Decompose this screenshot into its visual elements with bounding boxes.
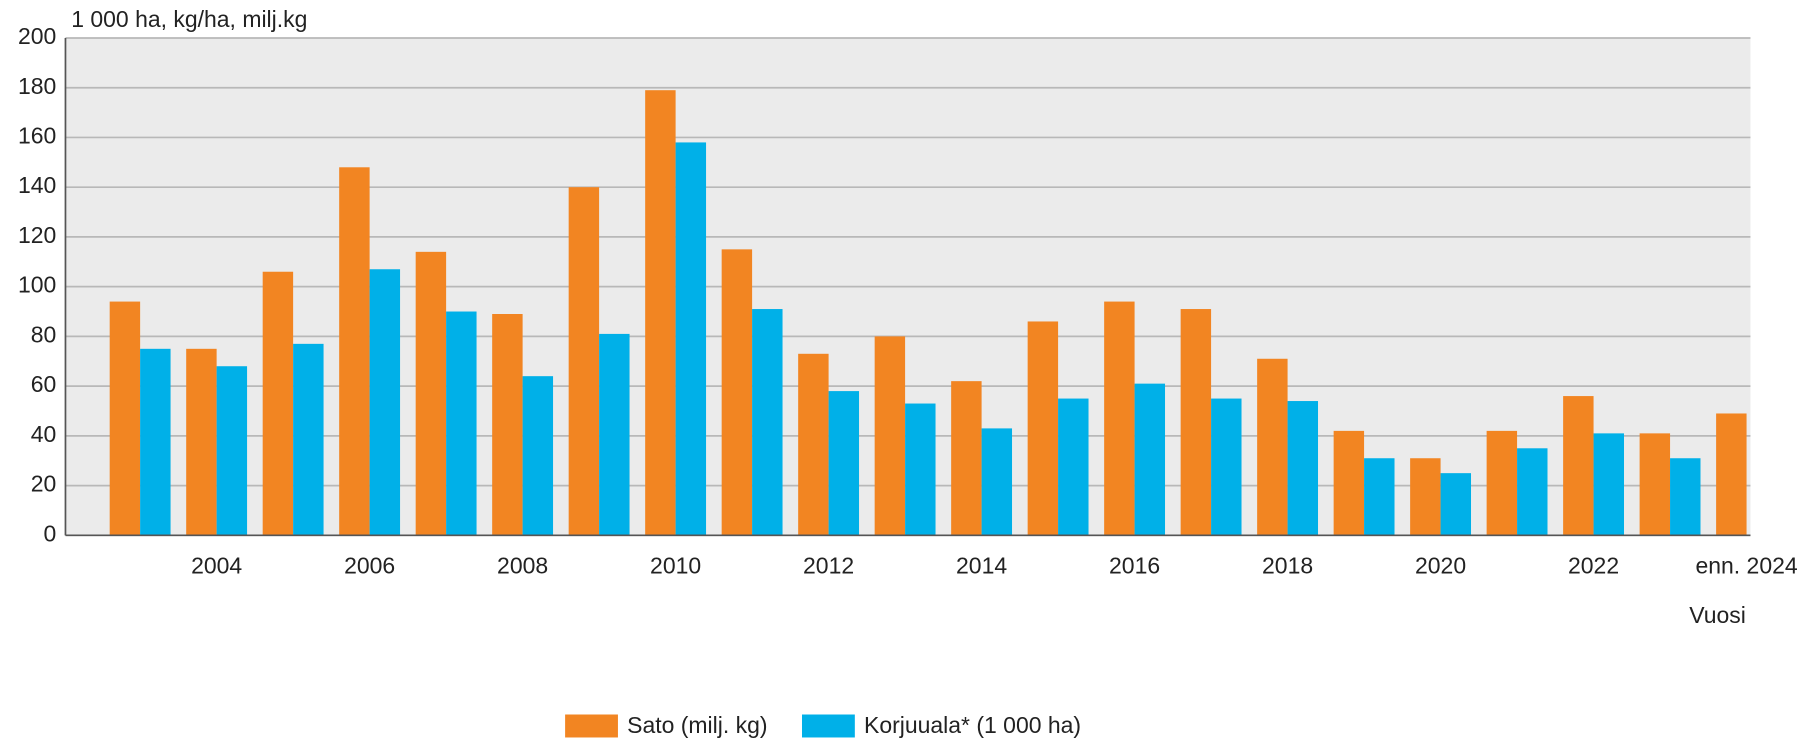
legend-label: Korjuuala* (1 000 ha) [864,712,1081,738]
bar [109,301,141,536]
bar [721,249,753,536]
bar [1410,458,1441,536]
y-tick-label: 80 [31,321,57,347]
bar [599,333,630,536]
bar [1104,301,1135,536]
bar [1639,433,1671,536]
bar [1134,383,1166,536]
x-tick-label: 2014 [956,553,1007,579]
bar [568,187,600,536]
bar [798,353,829,536]
bar [186,348,217,536]
bar [752,309,783,536]
y-axis-title: 1 000 ha, kg/ha, milj.kg [71,6,307,32]
y-tick-label: 120 [18,222,56,248]
x-axis-title: Vuosi [1689,602,1746,628]
bar [981,428,1013,536]
bar [1593,433,1625,536]
bar [1670,458,1701,536]
y-tick-label: 40 [31,421,57,447]
y-tick-label: 140 [18,172,56,198]
bar [1058,398,1089,536]
bar [216,366,248,536]
x-tick-label: 2016 [1109,553,1160,579]
bar [645,90,676,536]
y-tick-label: 160 [18,123,56,149]
bar [905,403,936,536]
legend-label: Sato (milj. kg) [627,712,767,738]
x-tick-label: 2018 [1262,553,1313,579]
bar [874,336,906,536]
x-tick-label: 2012 [803,553,854,579]
y-tick-label: 20 [31,471,57,497]
bar [1716,413,1747,536]
bar [293,343,324,536]
y-tick-label: 180 [18,73,56,99]
bar [415,251,447,536]
bar [1180,309,1212,536]
x-tick-label: 2006 [344,553,395,579]
bar [1517,448,1548,536]
bar [1364,458,1395,536]
x-tick-label: 2022 [1568,553,1619,579]
bar [675,142,707,536]
bar [828,391,860,536]
bar [1333,430,1365,536]
bar [1257,358,1288,536]
bar [492,314,523,536]
y-tick-label: 0 [43,520,56,546]
bar [951,381,982,536]
y-tick-label: 100 [18,272,56,298]
y-tick-label: 200 [18,23,56,49]
bar [339,167,370,536]
bar [446,311,477,536]
x-tick-label: 2010 [650,553,701,579]
legend-swatch [565,714,618,738]
y-tick-label: 60 [31,371,57,397]
bar [1486,430,1518,536]
bar [1440,473,1472,536]
x-tick-label: 2008 [497,553,548,579]
bar [1211,398,1242,536]
legend-swatch [801,714,855,738]
x-tick-label: 2020 [1415,553,1466,579]
x-tick-label: enn. 2024 [1695,553,1797,579]
bar [1027,321,1059,536]
bar [522,376,554,536]
bar [140,348,171,536]
bar [262,271,294,536]
bar [1287,401,1319,536]
bar [1563,396,1594,536]
x-tick-label: 2004 [191,553,242,579]
bar [369,269,401,536]
